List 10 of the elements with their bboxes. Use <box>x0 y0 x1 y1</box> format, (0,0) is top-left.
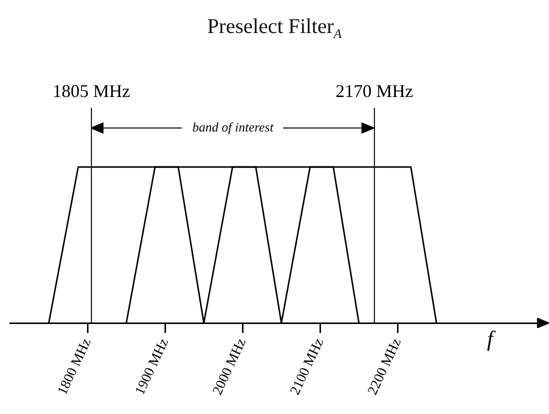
chart-title: Preselect Filter$_{A}$ <box>206 14 343 42</box>
x-tick-label: 1900 MHz <box>132 336 172 398</box>
x-tick-label: 2000 MHz <box>210 336 250 398</box>
x-tick-label: 2100 MHz <box>288 336 328 398</box>
ref-line-label: 2170 MHz <box>336 81 414 102</box>
text: band of interest <box>192 119 274 134</box>
x-axis-title: f <box>486 326 496 351</box>
x-tick-label: 1800 MHz <box>55 336 94 398</box>
x-tick-label: 2200 MHz <box>366 336 405 398</box>
ref-line-label: 1805 MHz <box>52 81 130 102</box>
